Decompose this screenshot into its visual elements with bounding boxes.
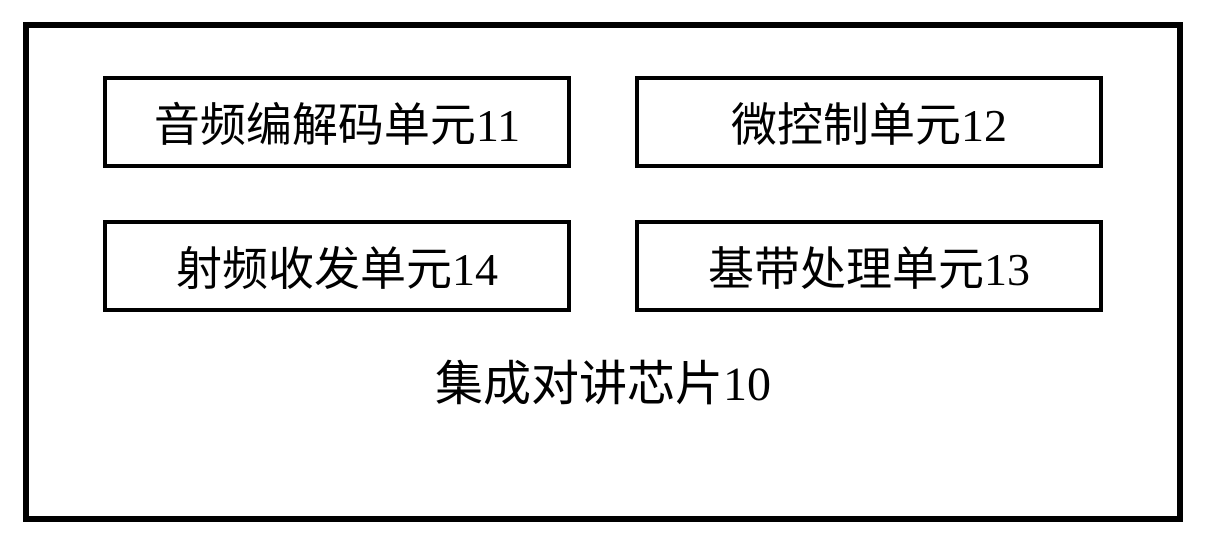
chip-title: 集成对讲芯片10 [435, 344, 771, 414]
baseband-processing-unit-label: 基带处理单元13 [708, 233, 1030, 299]
baseband-processing-unit-box: 基带处理单元13 [635, 220, 1103, 312]
unit-grid: 音频编解码单元11 微控制单元12 射频收发单元14 基带处理单元13 [103, 76, 1103, 312]
chip-outer-block: 音频编解码单元11 微控制单元12 射频收发单元14 基带处理单元13 集成对讲… [23, 22, 1183, 522]
rf-transceiver-unit-label: 射频收发单元14 [176, 233, 498, 299]
rf-transceiver-unit-box: 射频收发单元14 [103, 220, 571, 312]
audio-codec-unit-label: 音频编解码单元11 [154, 89, 520, 155]
microcontroller-unit-label: 微控制单元12 [731, 89, 1007, 155]
microcontroller-unit-box: 微控制单元12 [635, 76, 1103, 168]
audio-codec-unit-box: 音频编解码单元11 [103, 76, 571, 168]
